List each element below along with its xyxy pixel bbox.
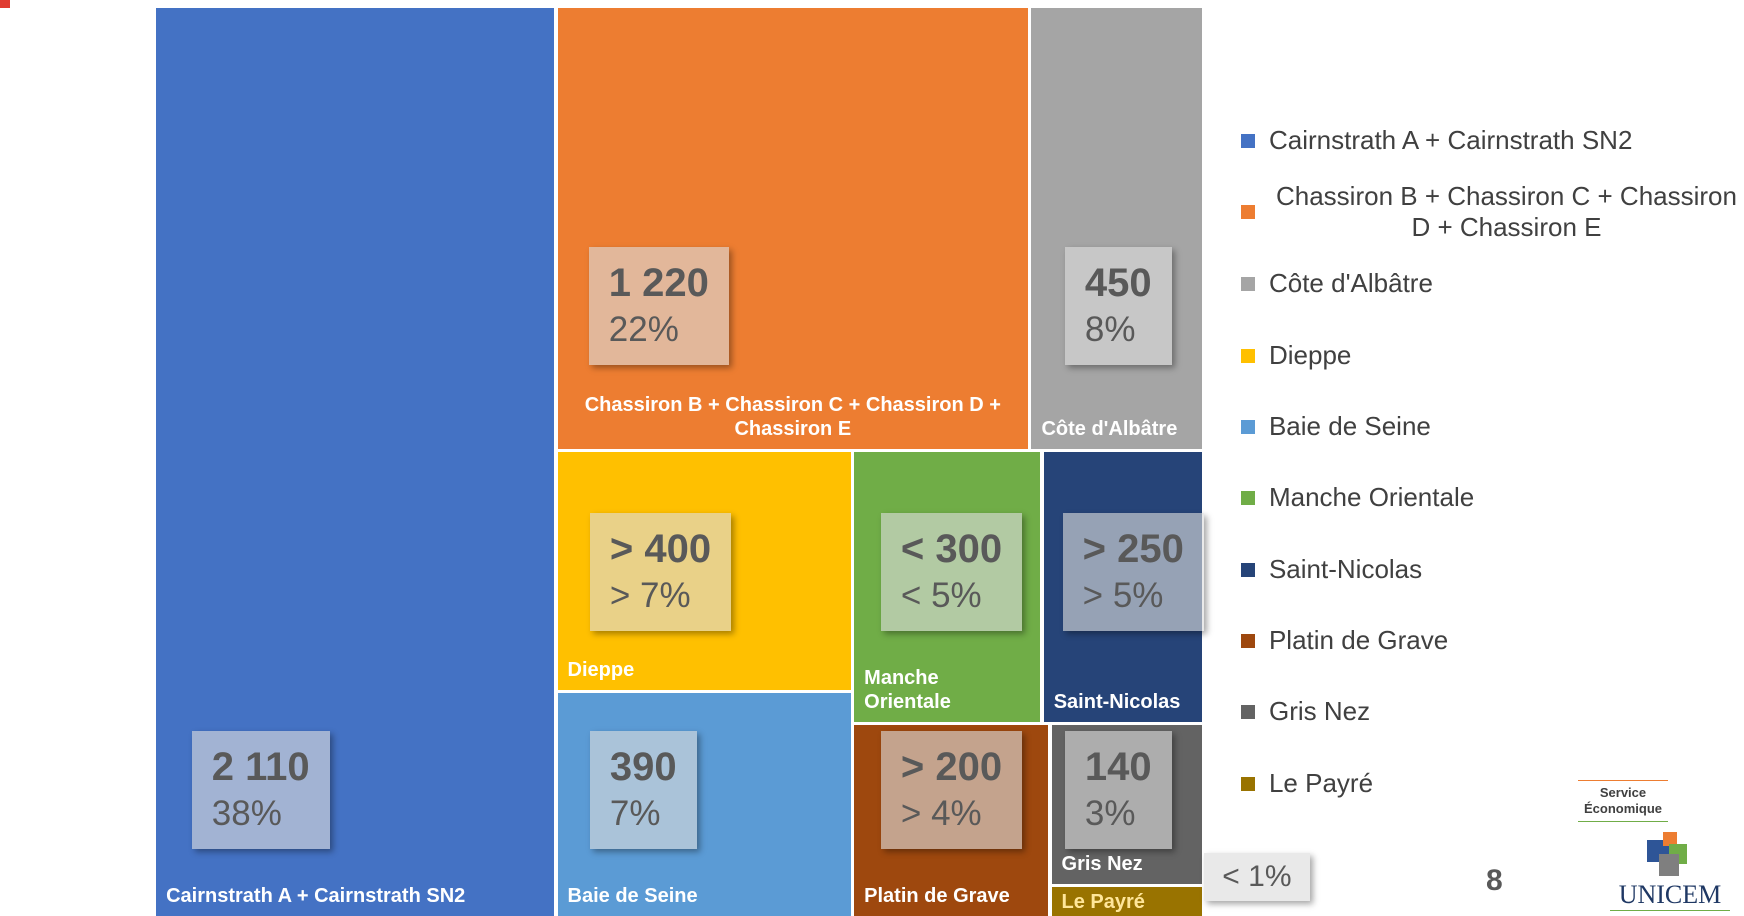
value-box: > 250 > 5% [1062,513,1204,632]
tile-label: Manche Orientale [864,666,951,713]
value-box: < 1% [1204,852,1310,901]
legend-swatch [1241,204,1256,219]
legend-swatch [1241,419,1256,434]
corner-mark [0,0,10,8]
legend-swatch [1241,133,1256,148]
page-number: 8 [1486,864,1503,897]
treemap-tile: Le Payré [1051,887,1203,916]
logo-icon [1647,832,1687,876]
tile-label: Cairnstrath A + Cairnstrath SN2 [166,884,466,907]
value-label: > 200 [900,744,1003,789]
legend-swatch [1241,348,1256,363]
tile-label: Côte d'Albâtre [1041,418,1178,441]
legend-swatch [1241,704,1256,719]
logo-text: Service [1599,785,1647,800]
value-box: 390 7% [589,730,697,849]
value-label: 2 110 [211,744,310,789]
legend-label: Platin de Grave [1268,624,1449,655]
percent-label: 22% [608,310,679,350]
value-box: 450 8% [1064,247,1172,366]
tile-label: Chassiron B + Chassiron C + Chassiron D … [584,394,1001,441]
value-box: > 400 > 7% [589,513,732,632]
percent-label: < 5% [900,576,982,616]
value-box: 2 110 38% [191,730,330,849]
value-label: 450 [1084,261,1152,306]
tile-label: Le Payré [1061,890,1145,913]
value-label: 1 220 [608,261,709,306]
legend-label: Gris Nez [1268,695,1371,726]
percent-label: > 4% [900,793,982,833]
value-label: 390 [609,744,677,789]
percent-label: > 7% [609,576,691,616]
tile-label: Gris Nez [1061,852,1143,875]
tile-label: Baie de Seine [567,884,698,907]
percent-label: 38% [211,793,282,833]
legend-label: Dieppe [1268,339,1352,370]
legend-label: Côte d'Albâtre [1268,267,1433,298]
value-box: 140 3% [1064,730,1172,849]
legend-label: Manche Orientale [1268,481,1475,512]
treemap-tile: Chassiron B + Chassiron C + Chassiron D … [557,7,1029,450]
legend-label: Baie de Seine [1268,410,1431,441]
tile-label: Platin de Grave [864,884,1010,907]
value-label: > 400 [609,527,712,572]
legend-swatch [1241,633,1256,648]
legend-label: Saint-Nicolas [1268,554,1423,584]
logo-text: Économique [1583,801,1662,816]
legend-label: Le Payré [1268,768,1374,799]
value-label: < 300 [900,527,1003,572]
percent-label: 7% [609,793,661,833]
value-box: > 200 > 4% [880,730,1023,849]
percent-label: 3% [1084,793,1136,833]
legend-label: Cairnstrath A + Cairnstrath SN2 [1268,124,1633,155]
legend-swatch [1241,276,1256,291]
value-label: 140 [1084,744,1152,789]
logo-service: Service Économique [1578,780,1668,822]
treemap-tile: Côte d'Albâtre [1031,7,1203,450]
legend-swatch [1241,563,1256,577]
logo-brand: UNICEM [1610,880,1730,911]
value-box: < 300 < 5% [880,513,1023,632]
legend-swatch [1241,490,1256,505]
value-box: 1 220 22% [588,247,729,366]
percent-label: > 5% [1082,576,1164,616]
tile-label: Dieppe [567,658,635,681]
percent-label: 8% [1084,310,1136,350]
value-label: > 250 [1082,527,1184,572]
tile-label: Saint-Nicolas [1053,690,1181,713]
percent-label: < 1% [1222,859,1292,893]
legend-swatch [1241,777,1256,792]
legend-label: Chassiron B + Chassiron C + Chassiron D … [1275,180,1737,242]
